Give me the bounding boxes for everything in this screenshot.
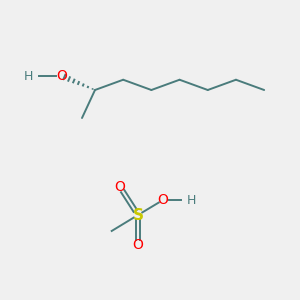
Text: H: H	[187, 194, 196, 206]
Text: O: O	[158, 193, 168, 207]
Text: O: O	[133, 238, 143, 252]
Text: H: H	[24, 70, 33, 83]
Text: S: S	[133, 208, 143, 223]
Text: O: O	[57, 69, 68, 83]
Text: O: O	[115, 180, 125, 194]
